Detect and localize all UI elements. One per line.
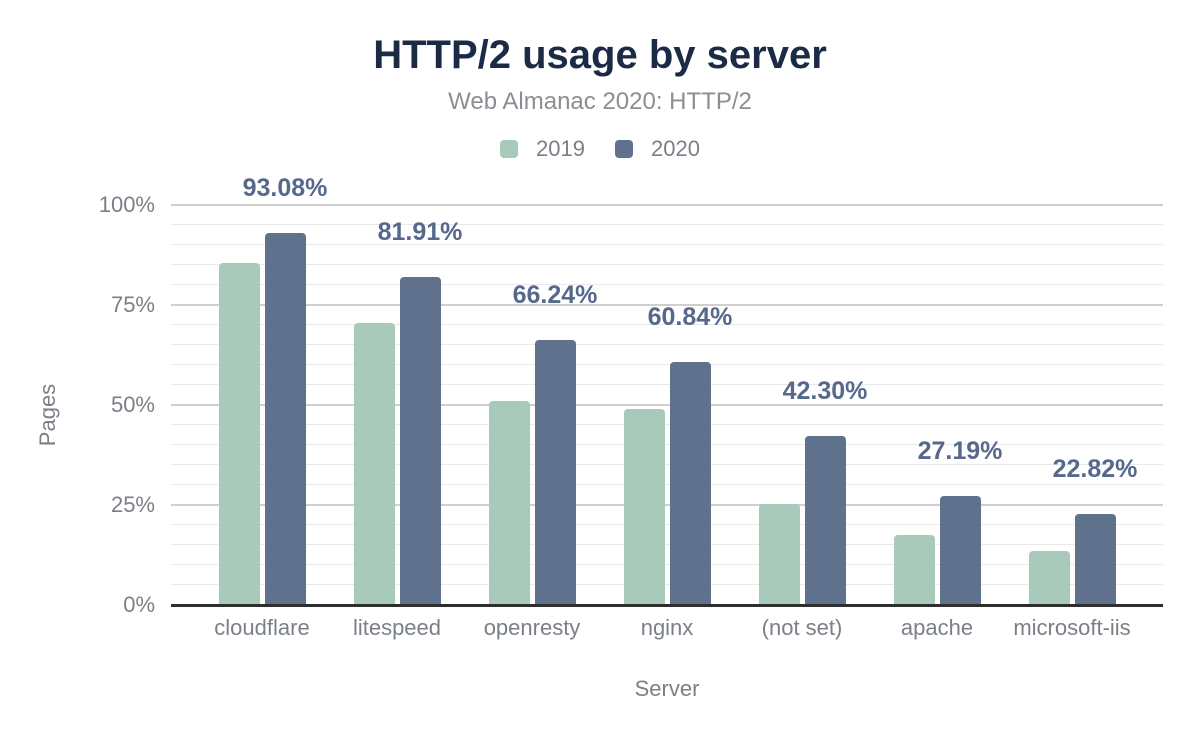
plot-area: 93.08% 81.91% 66.24% 60.84% 42.30% 27.19% 22.8… — [171, 175, 1163, 607]
data-label-not-set: 42.30% — [782, 376, 868, 405]
gridline-40 — [171, 444, 1163, 445]
gridline-35 — [171, 464, 1163, 465]
bar-2020-openresty — [534, 340, 576, 605]
bar-groups: 93.08% 81.91% 66.24% 60.84% 42.30% 27.19% 22.8… — [171, 175, 1163, 605]
gridline-10 — [171, 564, 1163, 565]
data-label-nginx: 60.84% — [647, 302, 733, 331]
bar-2019-microsoft-iis — [1028, 551, 1070, 605]
gridline-55 — [171, 384, 1163, 385]
bar-2019-openresty — [488, 401, 530, 605]
gridline-20 — [171, 524, 1163, 525]
x-tick-openresty: openresty — [483, 615, 581, 640]
legend-item-2019: 2019 — [500, 136, 585, 162]
bar-group-litespeed: 81.91% — [330, 205, 465, 605]
gridline-100 — [171, 204, 1163, 206]
gridline-15 — [171, 544, 1163, 545]
bar-2019-not-set — [758, 503, 800, 605]
x-axis-baseline — [171, 604, 1163, 607]
bar-2020-cloudflare — [264, 232, 306, 605]
data-label-litespeed: 81.91% — [377, 218, 463, 247]
gridline-70 — [171, 324, 1163, 325]
gridline-85 — [171, 264, 1163, 265]
x-tick-microsoft-iis: microsoft-iis — [1013, 615, 1131, 640]
chart-subtitle: Web Almanac 2020: HTTP/2 — [448, 88, 752, 115]
gridline-50 — [171, 404, 1163, 406]
bar-2020-litespeed — [399, 277, 441, 605]
gridline-90 — [171, 244, 1163, 245]
bar-2020-apache — [939, 496, 981, 605]
bar-2019-apache — [893, 535, 935, 605]
bar-2020-not-set — [804, 435, 846, 605]
gridline-45 — [171, 424, 1163, 425]
gridline-60 — [171, 364, 1163, 365]
bar-2020-nginx — [669, 361, 711, 605]
bar-group-cloudflare: 93.08% — [195, 175, 330, 605]
gridline-75 — [171, 304, 1163, 306]
bar-2019-nginx — [623, 409, 665, 605]
x-tick-not-set: (not set) — [761, 615, 843, 640]
bar-group-apache: 27.19% — [870, 205, 1005, 605]
x-tick-litespeed: litespeed — [352, 615, 442, 640]
bar-2019-cloudflare — [218, 263, 260, 605]
legend: 2019 2020 — [0, 136, 1200, 162]
y-tick-25: 25% — [110, 492, 155, 517]
data-label-apache: 27.19% — [917, 437, 1003, 466]
bar-2019-litespeed — [353, 323, 395, 605]
y-tick-75: 75% — [110, 292, 155, 317]
bar-group-openresty: 66.24% — [465, 205, 600, 605]
bar-group-nginx: 60.84% — [600, 205, 735, 605]
legend-label-2020: 2020 — [651, 136, 700, 161]
data-label-openresty: 66.24% — [512, 281, 598, 310]
data-label-cloudflare: 93.08% — [242, 173, 328, 202]
bar-2020-microsoft-iis — [1074, 513, 1116, 605]
gridline-80 — [171, 284, 1163, 285]
legend-item-2020: 2020 — [615, 136, 700, 162]
y-tick-0: 0% — [123, 592, 155, 617]
legend-label-2019: 2019 — [536, 136, 585, 161]
legend-swatch-2020 — [615, 140, 633, 158]
data-label-microsoft-iis: 22.82% — [1052, 454, 1138, 483]
y-tick-50: 50% — [110, 392, 155, 417]
gridline-65 — [171, 344, 1163, 345]
gridline-95 — [171, 224, 1163, 225]
y-tick-100: 100% — [98, 192, 155, 217]
gridline-25 — [171, 504, 1163, 506]
legend-swatch-2019 — [500, 140, 519, 158]
x-tick-cloudflare: cloudflare — [214, 615, 310, 640]
x-tick-nginx: nginx — [640, 615, 694, 640]
x-tick-apache: apache — [900, 615, 974, 640]
bar-group-not-set: 42.30% — [735, 205, 870, 605]
x-axis-category-labels: cloudflare litespeed openresty nginx (not se… — [171, 615, 1163, 641]
gridline-5 — [171, 584, 1163, 585]
x-axis-title: Server — [634, 676, 700, 701]
gridline-30 — [171, 484, 1163, 485]
bar-group-microsoft-iis: 22.82% — [1005, 205, 1140, 605]
chart-title: HTTP/2 usage by server — [373, 33, 827, 77]
